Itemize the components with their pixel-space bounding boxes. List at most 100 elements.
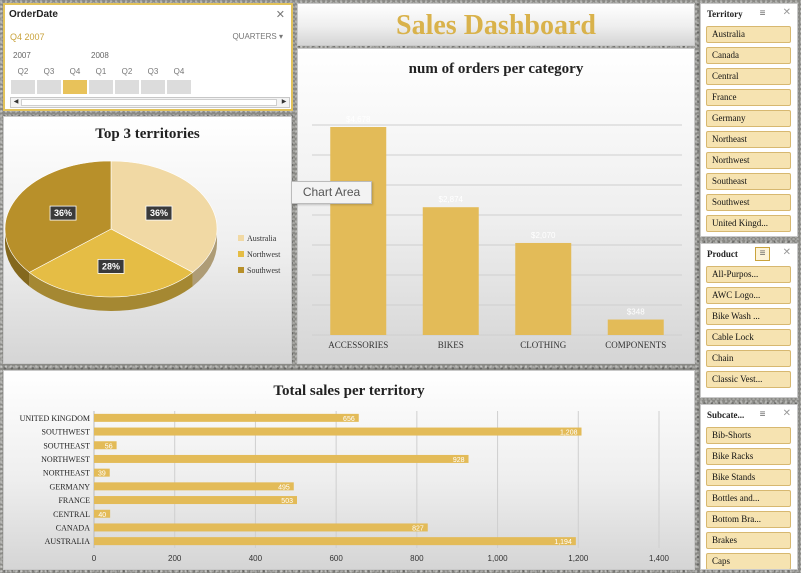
pie-data-label: 28% [97, 258, 125, 274]
slicer-header: Territory [707, 9, 743, 19]
slicer-item[interactable]: Bottom Bra... [706, 511, 791, 528]
product-slicer[interactable]: Product ≡ ✕ All-Purpos... AWC Logo... Bike… [700, 243, 798, 398]
slicer-item[interactable]: Canada [706, 47, 791, 64]
category-bar [422, 207, 479, 335]
timeline-quarter-bar[interactable] [115, 80, 140, 94]
x-tick-label: 1,200 [568, 554, 589, 563]
multi-select-icon[interactable]: ≡ [759, 409, 766, 420]
legend-swatch [238, 267, 244, 273]
timeline-scrollbar[interactable]: ◀ ▶ [10, 97, 290, 108]
sales-per-territory-chart[interactable]: Total sales per territory 0 200 400 600 800 1… [3, 370, 695, 570]
multi-select-icon[interactable]: ≡ [755, 247, 770, 261]
bar-data-label: 503 [281, 498, 293, 505]
territory-bar [94, 482, 294, 491]
slicer-item[interactable]: Northwest [706, 152, 791, 169]
slicer-item[interactable]: Southeast [706, 173, 791, 190]
top-territories-chart[interactable]: Top 3 territories 36% 28% 36% Australia Nort… [3, 116, 292, 364]
bar-data-label: 56 [105, 443, 113, 450]
clear-filter-icon[interactable]: ✕ [782, 408, 791, 419]
timeline-level-dropdown[interactable]: QUARTERS ▾ [232, 32, 283, 41]
territory-bar [94, 537, 576, 546]
pie-slice-side [5, 229, 30, 287]
legend-label: Northwest [247, 250, 281, 259]
clear-filter-icon[interactable]: ✕ [782, 247, 791, 258]
category-bar [330, 127, 387, 335]
slicer-item[interactable]: AWC Logo... [706, 287, 791, 304]
legend-label: Australia [247, 234, 277, 243]
pie-data-label: 36% [145, 205, 173, 221]
slicer-items: Australia Canada Central France Germany North… [706, 26, 791, 236]
slicer-item[interactable]: Australia [706, 26, 791, 43]
chart-area-tooltip: Chart Area [291, 181, 372, 204]
clear-filter-icon[interactable]: ✕ [782, 7, 791, 18]
slicer-item[interactable]: Bottles and... [706, 490, 791, 507]
column-chart-svg: $4,678 ACCESSORIES $2,874 BIKES $2,070 CLOTHI… [312, 115, 682, 350]
x-tick-label: 400 [249, 554, 263, 563]
territory-label: UNITED KINGDOM [20, 414, 90, 423]
slicer-item[interactable]: Classic Vest... [706, 371, 791, 388]
slicer-header: Product [707, 249, 738, 259]
x-tick-label: 200 [168, 554, 182, 563]
slicer-item[interactable]: Caps [706, 553, 791, 569]
orders-per-category-chart[interactable]: num of orders per category $4,678 ACCESSO… [297, 48, 695, 364]
slicer-item[interactable]: Bib-Shorts [706, 427, 791, 444]
legend-swatch [238, 251, 244, 257]
multi-select-icon[interactable]: ≡ [759, 8, 766, 19]
timeline-quarter-bar[interactable] [37, 80, 62, 94]
bar-data-label: 40 [98, 512, 106, 519]
bar-data-label: 928 [453, 457, 465, 464]
timeline-quarter-bar[interactable] [167, 80, 192, 94]
bar-data-label: 1,208 [560, 430, 578, 437]
bar-data-label: $4,678 [346, 115, 371, 124]
bar-data-label: $2,070 [531, 231, 556, 240]
slicer-item[interactable]: Chain [706, 350, 791, 367]
timeline-quarter-label: Q4 [69, 67, 81, 76]
territory-bar [94, 413, 359, 422]
x-tick-label: 800 [410, 554, 424, 563]
slicer-item[interactable]: All-Purpos... [706, 266, 791, 283]
territory-label: SOUTHEAST [43, 441, 90, 450]
category-label: COMPONENTS [605, 340, 666, 350]
territory-label: NORTHEAST [43, 469, 90, 478]
slicer-item[interactable]: Brakes [706, 532, 791, 549]
timeline-quarter-bar[interactable] [141, 80, 166, 94]
scroll-left-icon[interactable]: ◀ [13, 99, 19, 105]
slicer-item[interactable]: Bike Racks [706, 448, 791, 465]
x-tick-label: 1,400 [649, 554, 670, 563]
slicer-item[interactable]: Central [706, 68, 791, 85]
timeline-quarter-bar[interactable] [63, 80, 88, 94]
clear-filter-icon[interactable]: ✕ [275, 9, 285, 21]
territory-bar [94, 509, 111, 518]
territory-label: FRANCE [58, 496, 90, 505]
timeline-quarter-label: Q2 [121, 67, 133, 76]
slicer-item[interactable]: United Kingd... [706, 215, 791, 232]
timeline-quarter-bar[interactable] [89, 80, 114, 94]
slicer-item[interactable]: Northeast [706, 131, 791, 148]
orderdate-timeline[interactable]: OrderDate ✕ Q4 2007 QUARTERS ▾ 2007 2008… [3, 3, 293, 111]
slicer-item[interactable]: France [706, 89, 791, 106]
bar-data-label: $2,874 [439, 195, 464, 204]
slicer-item[interactable]: Germany [706, 110, 791, 127]
timeline-year: 2008 [91, 51, 109, 60]
slicer-item[interactable]: Bike Wash ... [706, 308, 791, 325]
slicer-item[interactable]: Cable Lock [706, 329, 791, 346]
timeline-quarter-label: Q2 [17, 67, 29, 76]
territory-bar [94, 454, 469, 463]
slicer-header: Subcate... [707, 410, 745, 420]
slicer-item[interactable]: Bike Stands [706, 469, 791, 486]
x-tick-label: 0 [92, 554, 97, 563]
territory-slicer[interactable]: Territory ≡ ✕ Australia Canada Central Fran… [700, 3, 798, 237]
scroll-right-icon[interactable]: ▶ [281, 99, 287, 105]
territory-bar [94, 523, 428, 532]
territory-label: CANADA [56, 523, 90, 532]
timeline-quarter-bar[interactable] [11, 80, 36, 94]
subcategory-slicer[interactable]: Subcate... ≡ ✕ Bib-Shorts Bike Racks Bike … [700, 404, 798, 570]
category-label: CLOTHING [520, 340, 566, 350]
slicer-item[interactable]: Southwest [706, 194, 791, 211]
territory-label: SOUTHWEST [42, 428, 91, 437]
dashboard-title-panel: Sales Dashboard [297, 3, 695, 46]
bar-data-label: 1,194 [554, 539, 572, 546]
timeline-quarter-label: Q1 [95, 67, 107, 76]
pie-chart-svg: 36% 28% 36% Australia Northwest Southwest [4, 160, 281, 311]
timeline-scroll-thumb[interactable] [21, 99, 277, 106]
